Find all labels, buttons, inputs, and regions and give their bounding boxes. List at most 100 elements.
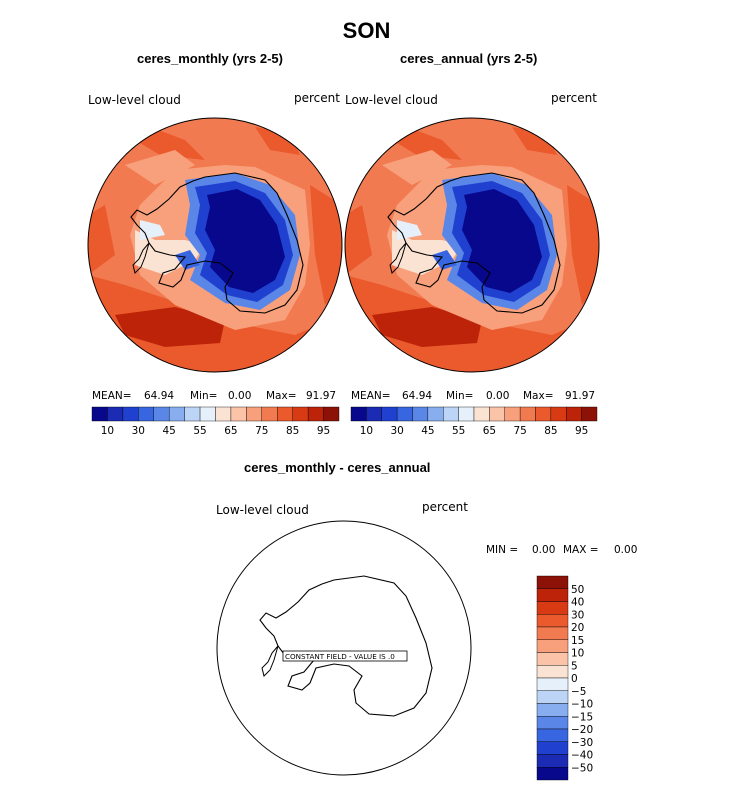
peninsula-path (389, 242, 407, 274)
panel-2-colorbar-swatch (412, 406, 429, 422)
panel-1-colorbar-tick-label: 55 (193, 425, 206, 437)
panel-3-annotation-box (282, 650, 408, 662)
panel-3-colorbar-tick-label: 10 (571, 648, 584, 660)
panel-1-colorbar-swatch (184, 406, 201, 422)
panel-1-variable-label: Low-level cloud (88, 93, 181, 107)
panel-3-colorbar-swatch (536, 767, 569, 781)
panel-1-colorbar-swatch (307, 406, 324, 422)
panel-1-min-value: 0.00 (228, 390, 252, 402)
panel-1-colorbar-swatch (107, 406, 124, 422)
panel-3-colorbar-tick-label: 5 (571, 660, 578, 672)
panel-2-mean-value: 64.94 (402, 390, 433, 402)
panel-1-mean-value: 64.94 (144, 390, 175, 402)
panel-2-colorbar: 10 30 45 55 65 75 85 95 (350, 406, 598, 437)
panel-2-colorbar-swatch (366, 406, 382, 422)
panel-1-colorbar-swatch (138, 406, 154, 422)
panel-3-colorbar-swatch (536, 652, 569, 666)
panel-3-max-value: 0.00 (614, 544, 638, 556)
panel-3-colorbar-swatch (536, 741, 569, 755)
panel-2-colorbar-swatch (504, 406, 521, 422)
panel-3-coastline (259, 575, 433, 717)
coastline-path (259, 575, 433, 717)
panel-3-colorbar-swatch (536, 575, 569, 589)
panel-3-max-label: MAX = (563, 544, 599, 556)
panel-2-map-border (344, 117, 600, 373)
panel-3-colorbar-swatch (536, 626, 569, 640)
panel-1-colorbar-swatch (261, 406, 278, 422)
panel-3-min-value: 0.00 (532, 544, 556, 556)
panel-3-colorbar-tick-label: −30 (571, 737, 593, 749)
panel-2-units-label: percent (551, 91, 597, 105)
panel-3-colorbar-swatch (536, 677, 569, 691)
panel-1-colorbar-swatch (153, 406, 170, 422)
panel-2-colorbar-swatch (581, 406, 598, 422)
panel-2-colorbar-swatch (350, 406, 367, 422)
peninsula-path (132, 242, 150, 274)
panel-2-coastline (387, 172, 561, 314)
panel-3-colorbar-swatch (536, 754, 569, 768)
panel-2-min-label: Min= (446, 390, 474, 402)
peninsula-path (261, 645, 279, 677)
panel-2-variable-label: Low-level cloud (345, 93, 438, 107)
panel-1-colorbar-swatch (168, 406, 185, 422)
panel-1-colorbar-swatch (323, 406, 340, 422)
panel-2-max-label: Max= (523, 390, 554, 402)
panel-2-colorbar-tick-label: 30 (390, 425, 403, 437)
panel-1-colorbar-swatch (230, 406, 247, 422)
panel-2-colorbar-swatch (519, 406, 536, 422)
panel-3-colorbar-tick-label: 15 (571, 635, 584, 647)
panel-2-colorbar-swatch (550, 406, 567, 422)
panel-3-colorbar-tick-label: −10 (571, 699, 593, 711)
panel-3-colorbar-tick-label: −50 (571, 762, 593, 774)
panel-3-title: ceres_monthly - ceres_annual (244, 460, 431, 475)
panel-3-colorbar-tick-label: 0 (571, 673, 578, 685)
panel-3-colorbar-swatch (536, 703, 569, 717)
panel-1-colorbar-tick-label: 10 (101, 425, 114, 437)
panel-2-colorbar-swatch (381, 406, 398, 422)
panel-2-colorbar-swatch (566, 406, 582, 422)
panel-1-max-label: Max= (266, 390, 297, 402)
panel-1-colorbar-swatch (246, 406, 263, 422)
panel-2-colorbar-swatch (458, 406, 475, 422)
panel-1-max-value: 91.97 (306, 390, 337, 402)
panel-1-colorbar-tick-label: 65 (224, 425, 237, 437)
panel-1-coastline (130, 172, 304, 314)
panel-3-colorbar-swatch (536, 690, 569, 704)
panel-2-colorbar-tick-label: 45 (421, 425, 434, 437)
panel-1-colorbar-tick-label: 85 (286, 425, 299, 437)
panel-3-min-label: MIN = (486, 544, 519, 556)
panel-3-colorbar-swatch (536, 601, 569, 615)
panel-1-map (88, 118, 342, 372)
panel-2-colorbar-tick-label: 65 (483, 425, 496, 437)
panel-1-colorbar-tick-label: 95 (317, 425, 330, 437)
panel-1-units-label: percent (294, 91, 340, 105)
panel-2-colorbar-swatch (473, 406, 490, 422)
panel-2-colorbar-tick-label: 95 (575, 425, 588, 437)
panel-2-min-value: 0.00 (486, 390, 510, 402)
panel-2-colorbar-swatch (396, 406, 413, 422)
panel-1-colorbar-swatch (199, 406, 216, 422)
panel-2-colorbar-swatch (443, 406, 459, 422)
panel-2-colorbar-swatch (489, 406, 505, 422)
panel-3-colorbar-swatch (536, 588, 569, 602)
panel-3-colorbar-tick-label: 20 (571, 622, 584, 634)
panel-3-colorbar-tick-label: 40 (571, 597, 584, 609)
panel-3-units-label: percent (422, 500, 468, 514)
panel-2-colorbar-tick-label: 85 (544, 425, 557, 437)
panel-1-colorbar-swatch (277, 406, 293, 422)
panel-3-colorbar-tick-label: −5 (571, 686, 586, 698)
panel-3-map-border (216, 520, 472, 776)
panel-1-map-border (87, 117, 343, 373)
panel-3-colorbar-swatch (536, 716, 569, 730)
panel-3-colorbar-swatch (536, 639, 569, 653)
panel-1-colorbar-tick-label: 45 (163, 425, 176, 437)
coastline-path (387, 172, 561, 314)
panel-2-colorbar-swatch (427, 406, 444, 422)
panel-2-colorbar-tick-label: 55 (452, 425, 465, 437)
coastline-path (130, 172, 304, 314)
panel-1-colorbar-swatch (122, 406, 139, 422)
panel-1-colorbar-swatch (292, 406, 309, 422)
panel-1-mean-label: MEAN= (92, 390, 132, 402)
